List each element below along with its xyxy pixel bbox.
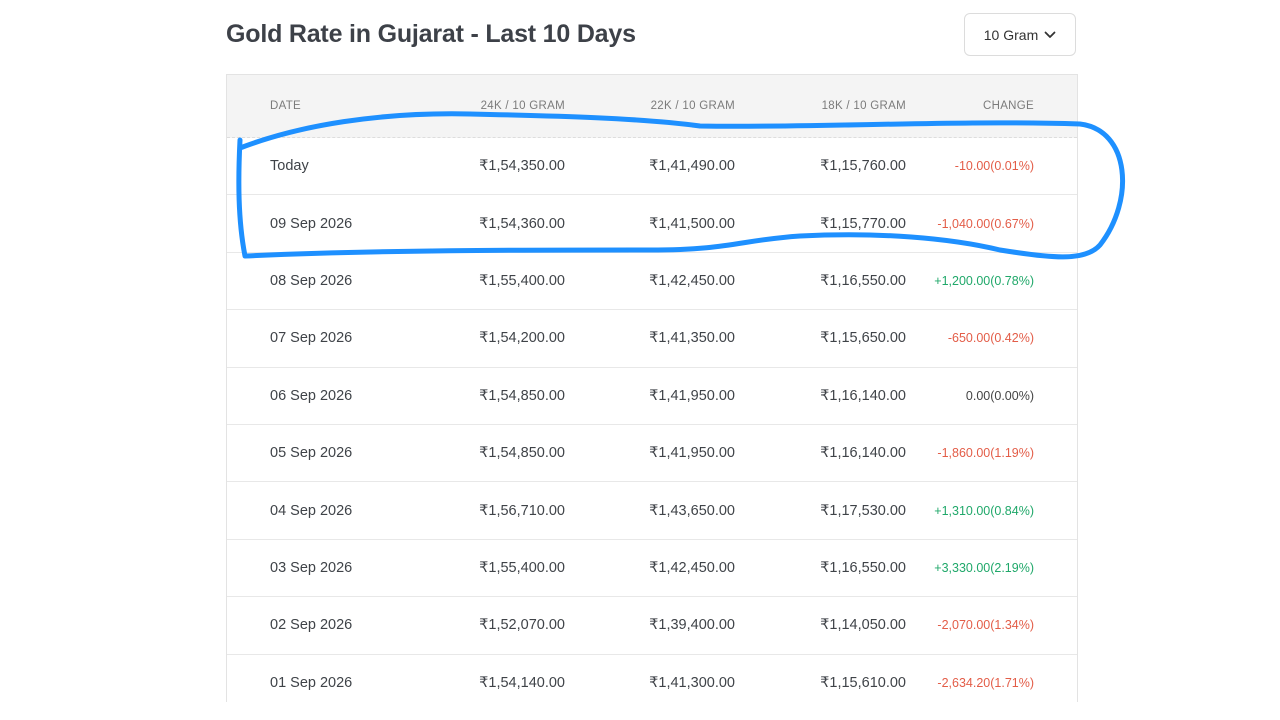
rate-18k-cell: ₹1,15,770.00	[820, 215, 906, 232]
rate-22k-cell: ₹1,41,350.00	[649, 330, 735, 347]
date-cell: 05 Sep 2026	[270, 445, 353, 462]
rate-22k-cell: ₹1,41,300.00	[649, 674, 735, 691]
table-row: 03 Sep 2026 ₹1,55,400.00 ₹1,42,450.00 ₹1,16…	[227, 539, 1077, 598]
rate-24k-cell: ₹1,55,400.00	[479, 559, 565, 576]
header-22k: 22K / 10 GRAM	[650, 100, 735, 112]
chevron-down-icon	[1044, 31, 1056, 39]
change-cell: -10.00(0.01%)	[954, 159, 1034, 174]
date-cell: 09 Sep 2026	[270, 215, 353, 232]
change-cell: +1,200.00(0.78%)	[934, 273, 1034, 288]
date-cell: 03 Sep 2026	[270, 559, 353, 576]
change-cell: -650.00(0.42%)	[947, 331, 1034, 346]
rate-24k-cell: ₹1,54,350.00	[479, 158, 565, 175]
date-cell: 02 Sep 2026	[270, 617, 353, 634]
change-cell: 0.00(0.00%)	[965, 388, 1034, 403]
rate-24k-cell: ₹1,56,710.00	[479, 502, 565, 519]
change-cell: -1,040.00(0.67%)	[937, 216, 1034, 231]
rate-24k-cell: ₹1,54,850.00	[479, 445, 565, 462]
rate-24k-cell: ₹1,54,140.00	[479, 674, 565, 691]
rate-22k-cell: ₹1,42,450.00	[649, 272, 735, 289]
change-cell: +3,330.00(2.19%)	[934, 560, 1034, 575]
rate-24k-cell: ₹1,55,400.00	[479, 272, 565, 289]
table-row: 08 Sep 2026 ₹1,55,400.00 ₹1,42,450.00 ₹1,16…	[227, 252, 1077, 311]
unit-dropdown[interactable]: 10 Gram	[964, 13, 1076, 56]
rate-18k-cell: ₹1,16,550.00	[820, 559, 906, 576]
rate-18k-cell: ₹1,16,550.00	[820, 272, 906, 289]
rate-22k-cell: ₹1,39,400.00	[649, 617, 735, 634]
rate-22k-cell: ₹1,43,650.00	[649, 502, 735, 519]
date-cell: 06 Sep 2026	[270, 387, 353, 404]
date-cell: 04 Sep 2026	[270, 502, 353, 519]
header-18k: 18K / 10 GRAM	[821, 100, 906, 112]
change-cell: -2,070.00(1.34%)	[937, 618, 1034, 633]
table-row: 07 Sep 2026 ₹1,54,200.00 ₹1,41,350.00 ₹1,15…	[227, 310, 1077, 368]
table-row: 09 Sep 2026 ₹1,54,360.00 ₹1,41,500.00 ₹1,15…	[227, 195, 1077, 253]
table-row: 02 Sep 2026 ₹1,52,070.00 ₹1,39,400.00 ₹1,14…	[227, 597, 1077, 655]
rate-18k-cell: ₹1,16,140.00	[820, 445, 906, 462]
rate-18k-cell: ₹1,14,050.00	[820, 617, 906, 634]
rate-22k-cell: ₹1,42,450.00	[649, 559, 735, 576]
change-cell: -1,860.00(1.19%)	[937, 446, 1034, 461]
table-row: 04 Sep 2026 ₹1,56,710.00 ₹1,43,650.00 ₹1,17…	[227, 482, 1077, 540]
rate-24k-cell: ₹1,54,360.00	[479, 215, 565, 232]
rate-22k-cell: ₹1,41,490.00	[649, 158, 735, 175]
date-cell: 07 Sep 2026	[270, 330, 353, 347]
header-24k: 24K / 10 GRAM	[480, 100, 565, 112]
change-cell: -2,634.20(1.71%)	[937, 675, 1034, 690]
rate-18k-cell: ₹1,15,610.00	[820, 674, 906, 691]
date-cell: Today	[270, 158, 309, 175]
page-title: Gold Rate in Gujarat - Last 10 Days	[226, 20, 636, 48]
table-row: Today ₹1,54,350.00 ₹1,41,490.00 ₹1,15,760.0…	[227, 138, 1077, 196]
header-date: DATE	[270, 100, 302, 112]
rate-24k-cell: ₹1,52,070.00	[479, 617, 565, 634]
rate-22k-cell: ₹1,41,950.00	[649, 445, 735, 462]
rate-18k-cell: ₹1,15,760.00	[820, 158, 906, 175]
gold-rate-table: DATE 24K / 10 GRAM 22K / 10 GRAM 18K / 1…	[226, 74, 1078, 711]
table-row: 01 Sep 2026 ₹1,54,140.00 ₹1,41,300.00 ₹1,15…	[227, 654, 1077, 711]
rate-24k-cell: ₹1,54,200.00	[479, 330, 565, 347]
rate-18k-cell: ₹1,16,140.00	[820, 387, 906, 404]
table-body: Today ₹1,54,350.00 ₹1,41,490.00 ₹1,15,760.0…	[227, 138, 1077, 711]
rate-18k-cell: ₹1,15,650.00	[820, 330, 906, 347]
change-cell: +1,310.00(0.84%)	[934, 503, 1034, 518]
unit-dropdown-value: 10 Gram	[983, 26, 1039, 43]
header-change: CHANGE	[982, 100, 1034, 112]
rate-24k-cell: ₹1,54,850.00	[479, 387, 565, 404]
rate-18k-cell: ₹1,17,530.00	[820, 502, 906, 519]
rate-22k-cell: ₹1,41,950.00	[649, 387, 735, 404]
rate-22k-cell: ₹1,41,500.00	[649, 215, 735, 232]
date-cell: 01 Sep 2026	[270, 674, 353, 691]
date-cell: 08 Sep 2026	[270, 272, 353, 289]
table-header: DATE 24K / 10 GRAM 22K / 10 GRAM 18K / 1…	[227, 75, 1077, 138]
table-row: 06 Sep 2026 ₹1,54,850.00 ₹1,41,950.00 ₹1,16…	[227, 367, 1077, 425]
table-row: 05 Sep 2026 ₹1,54,850.00 ₹1,41,950.00 ₹1,16…	[227, 424, 1077, 483]
